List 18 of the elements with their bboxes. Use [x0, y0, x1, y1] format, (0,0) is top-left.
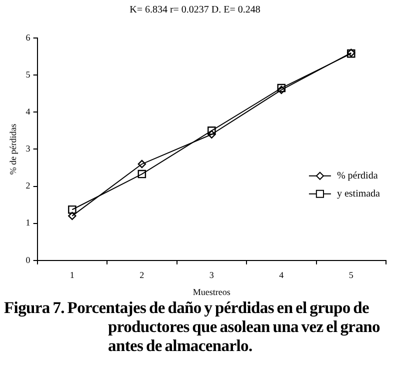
y-tick-label: 1: [26, 218, 30, 228]
x-tick-label: 3: [209, 270, 214, 280]
y-tick-label: 3: [26, 144, 31, 154]
x-tick-label: 2: [140, 270, 144, 280]
y-tick-label: 6: [26, 32, 31, 42]
x-tick-label: 4: [279, 270, 284, 280]
x-axis-title: Muestreos: [192, 286, 231, 297]
chart-title: K= 6.834 r= 0.0237 D. E= 0.248: [130, 4, 260, 16]
legend-label: y estimada: [336, 188, 381, 200]
x-tick-label: 1: [70, 270, 74, 280]
y-tick-label: 4: [26, 106, 31, 116]
x-tick-label: 5: [348, 270, 354, 280]
text: Figura 7. Porcentajes de daño y pérdidas en el grupo de productores que asolean una vez el grano antes de almacenarlo.: [3, 298, 381, 355]
y-tick-label: 5: [26, 69, 31, 80]
y-tick-label: 0: [26, 254, 31, 265]
y-axis-title: % de pérdidas: [8, 123, 18, 175]
y-tick-label: 2: [26, 180, 30, 191]
legend-label: % pérdida: [336, 170, 378, 182]
